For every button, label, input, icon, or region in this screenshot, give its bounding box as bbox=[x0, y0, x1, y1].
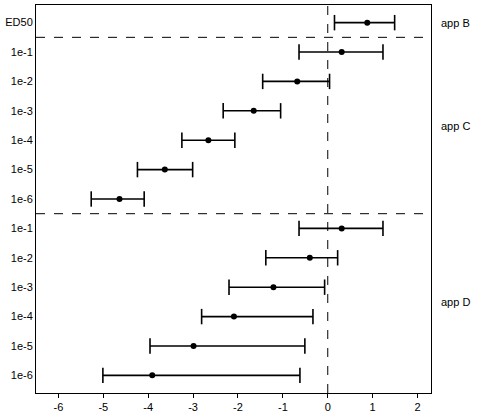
svg-text:1e-1: 1e-1 bbox=[11, 222, 33, 234]
svg-text:1e-5: 1e-5 bbox=[11, 163, 33, 175]
svg-text:-1: -1 bbox=[278, 401, 288, 413]
svg-text:1e-5: 1e-5 bbox=[11, 340, 33, 352]
svg-text:app D: app D bbox=[441, 296, 470, 308]
svg-text:0: 0 bbox=[325, 401, 331, 413]
svg-text:1: 1 bbox=[370, 401, 376, 413]
svg-text:-4: -4 bbox=[143, 401, 153, 413]
svg-text:1e-6: 1e-6 bbox=[11, 369, 33, 381]
svg-text:1e-1: 1e-1 bbox=[11, 46, 33, 58]
svg-text:-5: -5 bbox=[98, 401, 108, 413]
svg-text:app C: app C bbox=[441, 120, 470, 132]
svg-text:1e-3: 1e-3 bbox=[11, 281, 33, 293]
svg-text:ED50: ED50 bbox=[5, 16, 33, 28]
svg-text:1e-6: 1e-6 bbox=[11, 193, 33, 205]
svg-text:2: 2 bbox=[414, 401, 420, 413]
svg-text:1e-4: 1e-4 bbox=[11, 134, 33, 146]
svg-text:1e-2: 1e-2 bbox=[11, 252, 33, 264]
svg-text:-2: -2 bbox=[233, 401, 243, 413]
svg-text:1e-4: 1e-4 bbox=[11, 310, 33, 322]
svg-text:1e-3: 1e-3 bbox=[11, 105, 33, 117]
svg-text:1e-2: 1e-2 bbox=[11, 75, 33, 87]
svg-text:-3: -3 bbox=[188, 401, 198, 413]
svg-text:app B: app B bbox=[441, 17, 470, 29]
svg-text:-6: -6 bbox=[54, 401, 64, 413]
